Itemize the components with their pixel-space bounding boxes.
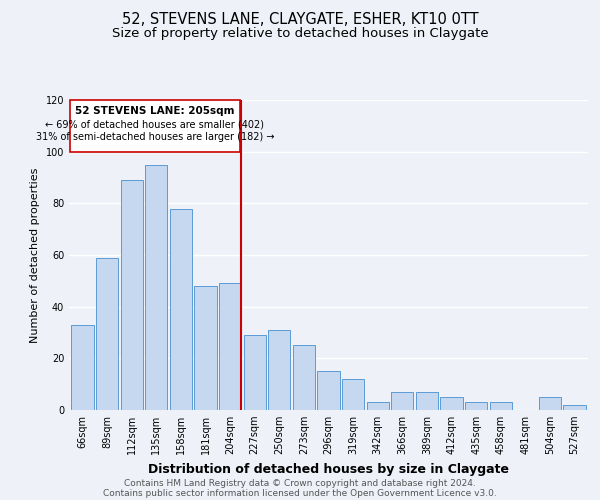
Bar [465,402,487,410]
Bar [170,208,192,410]
Bar [71,325,94,410]
Bar [145,164,167,410]
Text: 52 STEVENS LANE: 205sqm: 52 STEVENS LANE: 205sqm [75,106,235,117]
Bar [440,397,463,410]
Bar [219,284,241,410]
Text: Contains public sector information licensed under the Open Government Licence v3: Contains public sector information licen… [103,489,497,498]
Text: Contains HM Land Registry data © Crown copyright and database right 2024.: Contains HM Land Registry data © Crown c… [124,479,476,488]
Text: ← 69% of detached houses are smaller (402): ← 69% of detached houses are smaller (40… [46,120,265,130]
Bar [293,346,315,410]
X-axis label: Distribution of detached houses by size in Claygate: Distribution of detached houses by size … [148,462,509,475]
Bar [268,330,290,410]
Bar [244,335,266,410]
Bar [490,402,512,410]
Bar [367,402,389,410]
Bar [391,392,413,410]
Text: 31% of semi-detached houses are larger (182) →: 31% of semi-detached houses are larger (… [35,132,274,142]
Bar [121,180,143,410]
Bar [539,397,561,410]
Text: Size of property relative to detached houses in Claygate: Size of property relative to detached ho… [112,28,488,40]
Bar [342,379,364,410]
Bar [194,286,217,410]
Y-axis label: Number of detached properties: Number of detached properties [30,168,40,342]
Bar [70,100,240,152]
Text: 52, STEVENS LANE, CLAYGATE, ESHER, KT10 0TT: 52, STEVENS LANE, CLAYGATE, ESHER, KT10 … [122,12,478,28]
Bar [563,405,586,410]
Bar [317,371,340,410]
Bar [96,258,118,410]
Bar [416,392,438,410]
